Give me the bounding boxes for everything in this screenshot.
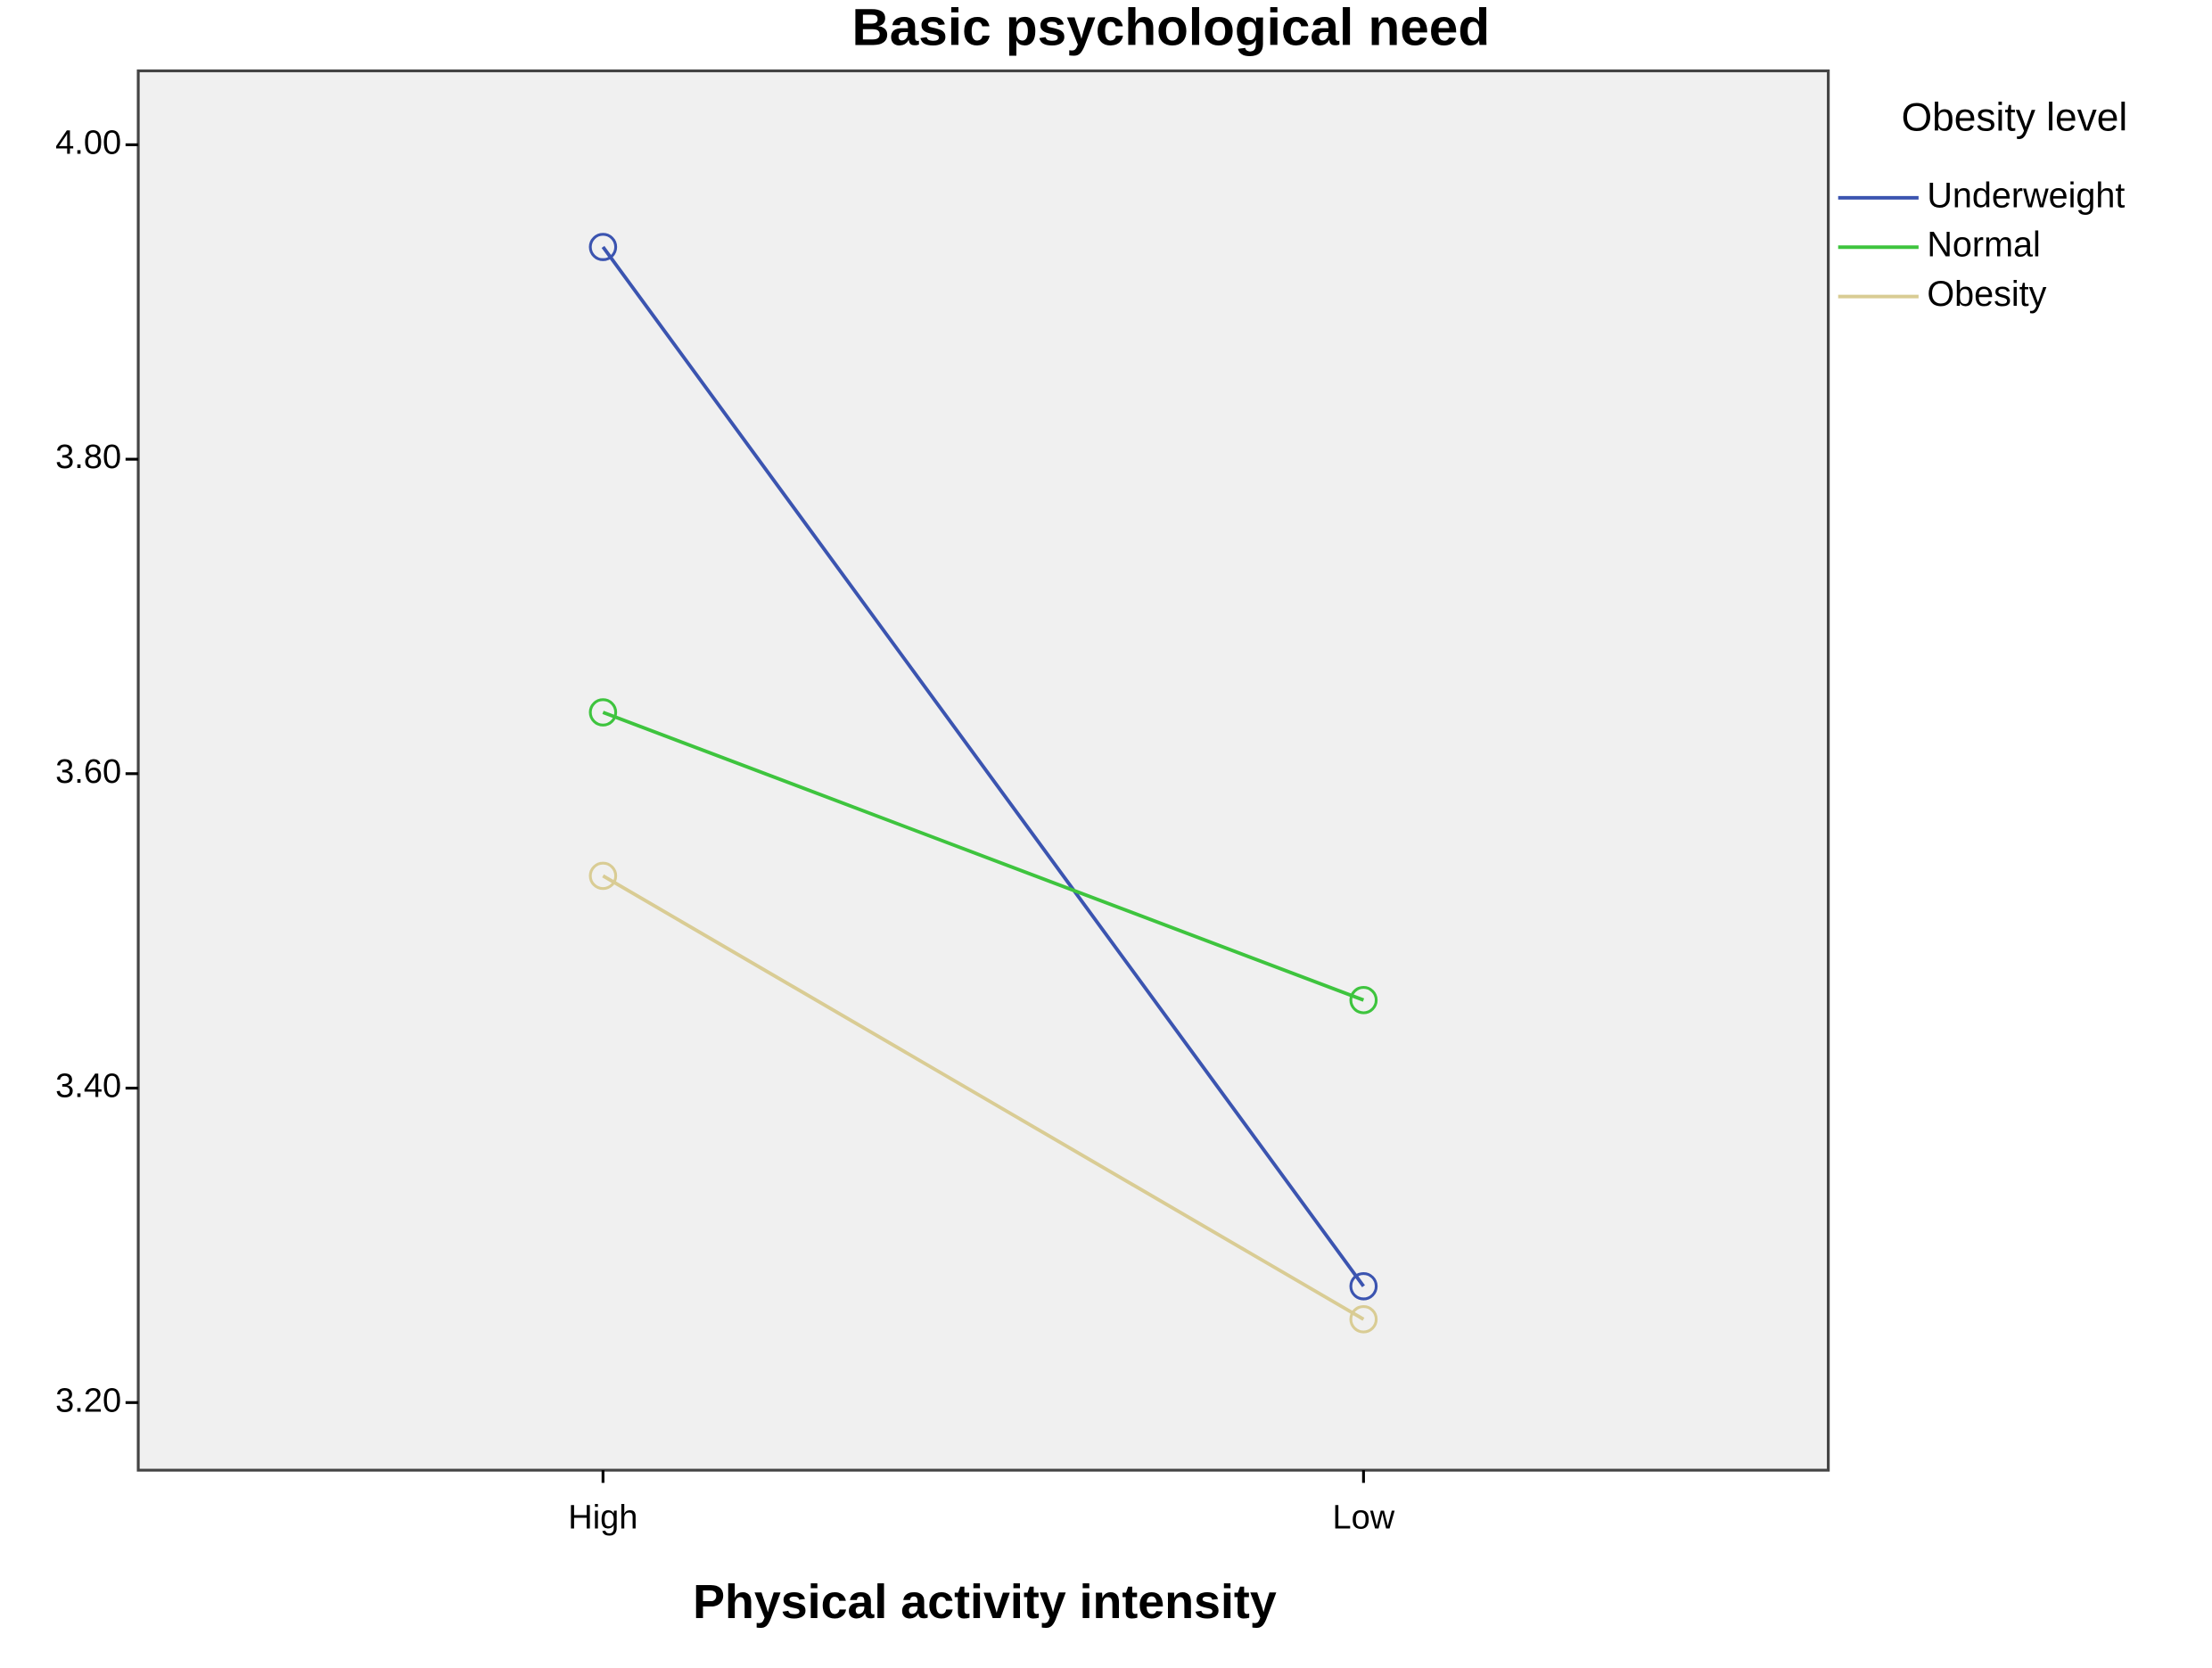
x-tick-label: High <box>568 1500 637 1537</box>
y-tick-label: 4.00 <box>55 124 121 161</box>
legend-label: Obesity <box>1927 275 2046 314</box>
legend-title: Obesity level <box>1902 96 2128 140</box>
data-point <box>1349 1304 1378 1334</box>
data-point <box>588 698 618 727</box>
plot-area <box>136 69 1830 1472</box>
chart-title: Basic psychological need <box>851 0 1490 57</box>
y-tick-label: 3.20 <box>55 1382 121 1419</box>
y-tick-label: 3.80 <box>55 439 121 476</box>
x-tick-label: Low <box>1333 1500 1395 1537</box>
data-point <box>1349 985 1378 1015</box>
y-tick-label: 3.40 <box>55 1068 121 1105</box>
series-line <box>601 245 1365 1287</box>
data-point <box>1349 1271 1378 1301</box>
legend-label: Normal <box>1927 226 2040 265</box>
legend-label: Underweight <box>1927 176 2125 215</box>
x-axis-label: Physical activity intensity <box>693 1575 1277 1629</box>
data-point <box>588 233 618 261</box>
series-line <box>602 711 1365 1002</box>
series-line <box>602 874 1365 1321</box>
data-point <box>588 861 618 891</box>
y-tick-label: 3.60 <box>55 753 121 791</box>
